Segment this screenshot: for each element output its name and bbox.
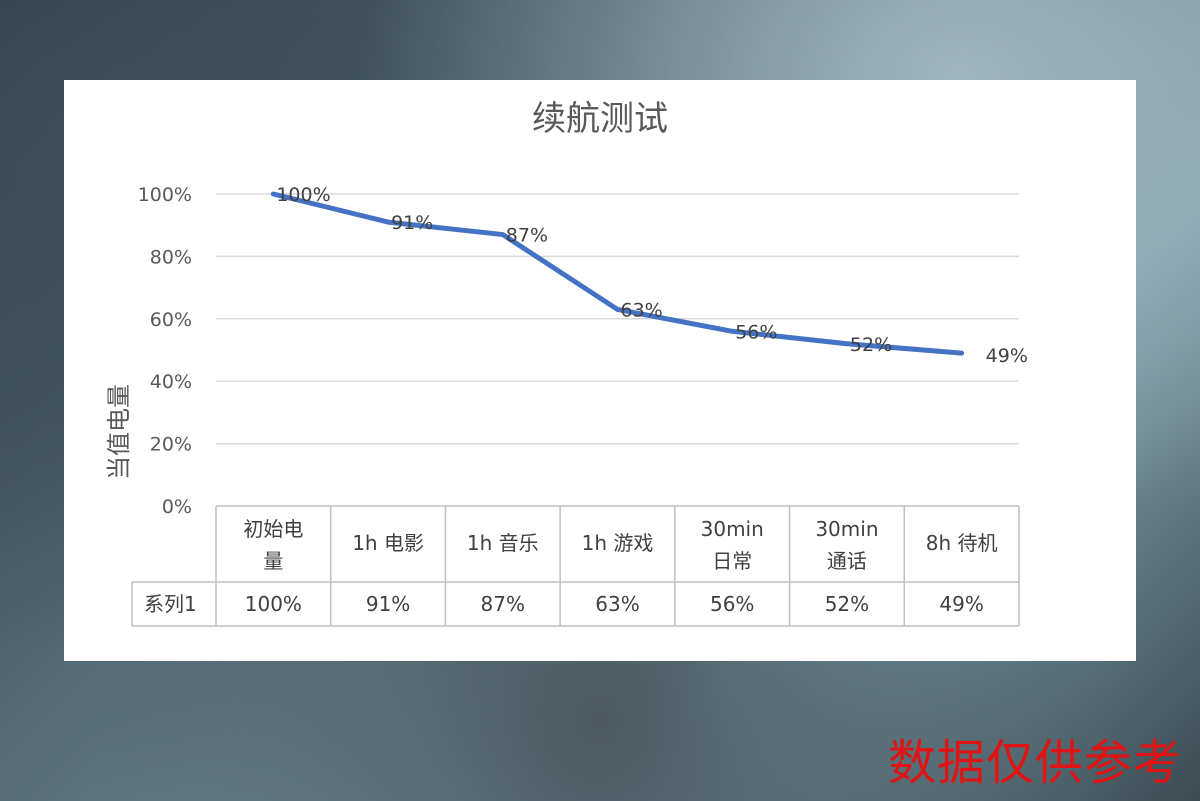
x-category-label: 30min [815,517,878,541]
data-label: 52% [850,334,892,356]
y-tick-label: 100% [138,184,192,206]
y-tick-label: 60% [150,309,192,331]
data-label: 63% [621,299,663,321]
x-category-label: 量 [263,549,283,573]
x-category-label: 1h 音乐 [467,531,539,555]
series-line [270,191,965,356]
x-category-label: 1h 电影 [352,531,424,555]
x-category-label: 通话 [827,549,867,573]
x-category-label: 8h 待机 [926,531,998,555]
chart-panel: 续航测试 当值电量 0% 20% 40% 60% 80% 100% 初始电量 1h 电影 1h… [64,80,1136,661]
table-value-cell: 56% [710,592,754,616]
chart-title: 续航测试 [532,99,668,139]
watermark-disclaimer: 数据仅供参考 [887,735,1182,791]
data-label: 91% [391,212,433,234]
x-category-label: 1h 游戏 [582,531,654,555]
y-tick-label: 20% [150,434,192,456]
x-category-label: 日常 [712,549,752,573]
y-axis-label: 当值电量 [105,384,133,480]
y-tick-label: 40% [150,371,192,393]
data-label: 49% [986,345,1028,367]
table-value-cell: 91% [366,592,410,616]
data-label: 87% [506,225,548,247]
x-category-label: 30min [701,517,764,541]
data-label: 56% [735,321,777,343]
table-value-cell: 49% [939,592,983,616]
y-tick-label: 80% [150,246,192,268]
y-tick-label: 0% [162,496,192,518]
table-value-cell: 52% [825,592,869,616]
table-series-name: 系列1 [144,592,197,616]
table-value-cell: 100% [245,592,302,616]
data-label: 100% [276,184,330,206]
table-value-cell: 63% [595,592,639,616]
table-value-cell: 87% [481,592,525,616]
x-category-label: 初始电 [243,517,303,541]
